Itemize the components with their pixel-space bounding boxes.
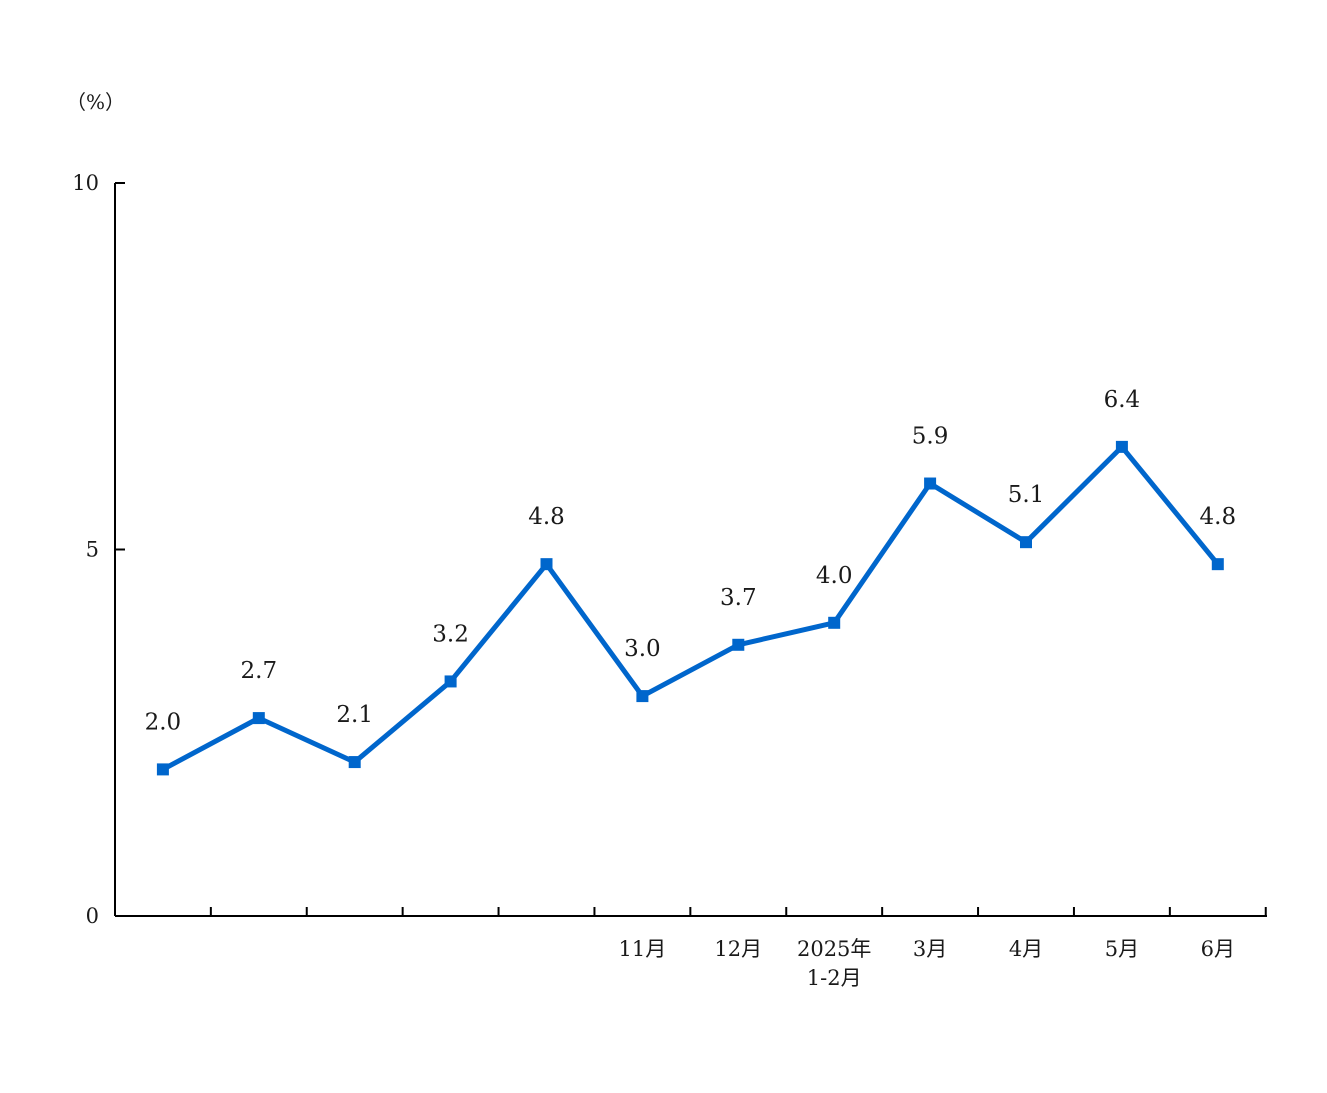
data-point-marker	[924, 477, 937, 490]
x-tick-label: 2025年	[797, 937, 871, 961]
x-tick-label: 1-2月	[807, 966, 862, 990]
data-point-marker	[252, 712, 265, 725]
x-tick-label: 11月	[619, 937, 667, 961]
data-label: 3.0	[624, 636, 661, 662]
y-tick-label: 0	[86, 904, 99, 928]
data-point-marker	[636, 690, 649, 703]
x-tick-label: 3月	[913, 937, 947, 961]
data-point-marker	[156, 763, 169, 776]
data-point-marker	[1020, 536, 1032, 549]
data-label: 4.8	[1200, 504, 1237, 530]
y-tick-label: 5	[86, 538, 99, 562]
y-tick-label: 10	[72, 171, 99, 195]
data-label: 2.7	[241, 658, 278, 684]
data-point-marker	[348, 756, 361, 769]
data-label: 2.1	[336, 702, 373, 728]
data-label: 3.2	[432, 621, 469, 647]
axes	[114, 183, 1267, 917]
x-tick-label: 5月	[1105, 937, 1139, 961]
data-point-marker	[828, 616, 841, 629]
data-label: 2.0	[145, 709, 182, 735]
y-axis-ticks: 0 5 10	[72, 171, 125, 928]
data-label: 5.9	[912, 424, 949, 450]
x-tick-label: 6月	[1201, 937, 1235, 961]
y-axis-unit: （%）	[66, 90, 125, 114]
data-point-marker	[1115, 440, 1128, 453]
series-group: 2.0 2.7 2.1 3.2 4.8 3.0 3.7 4.0 5.9 5.1 6.4 4.8	[145, 387, 1236, 776]
data-label: 4.0	[816, 563, 853, 589]
x-tick-label: 4月	[1009, 937, 1043, 961]
data-label: 4.8	[528, 504, 565, 530]
data-point-marker	[444, 675, 457, 688]
x-axis-ticks: 11月 12月 2025年 1-2月 3月 4月 5月 6月	[209, 907, 1267, 990]
data-label: 6.4	[1104, 387, 1141, 413]
series-line	[160, 444, 1221, 772]
data-label: 5.1	[1008, 482, 1045, 508]
data-point-marker	[732, 638, 745, 651]
data-point-marker	[1211, 558, 1224, 571]
data-point-marker	[540, 558, 553, 571]
data-label: 3.7	[720, 585, 757, 611]
x-tick-label: 12月	[714, 937, 762, 961]
